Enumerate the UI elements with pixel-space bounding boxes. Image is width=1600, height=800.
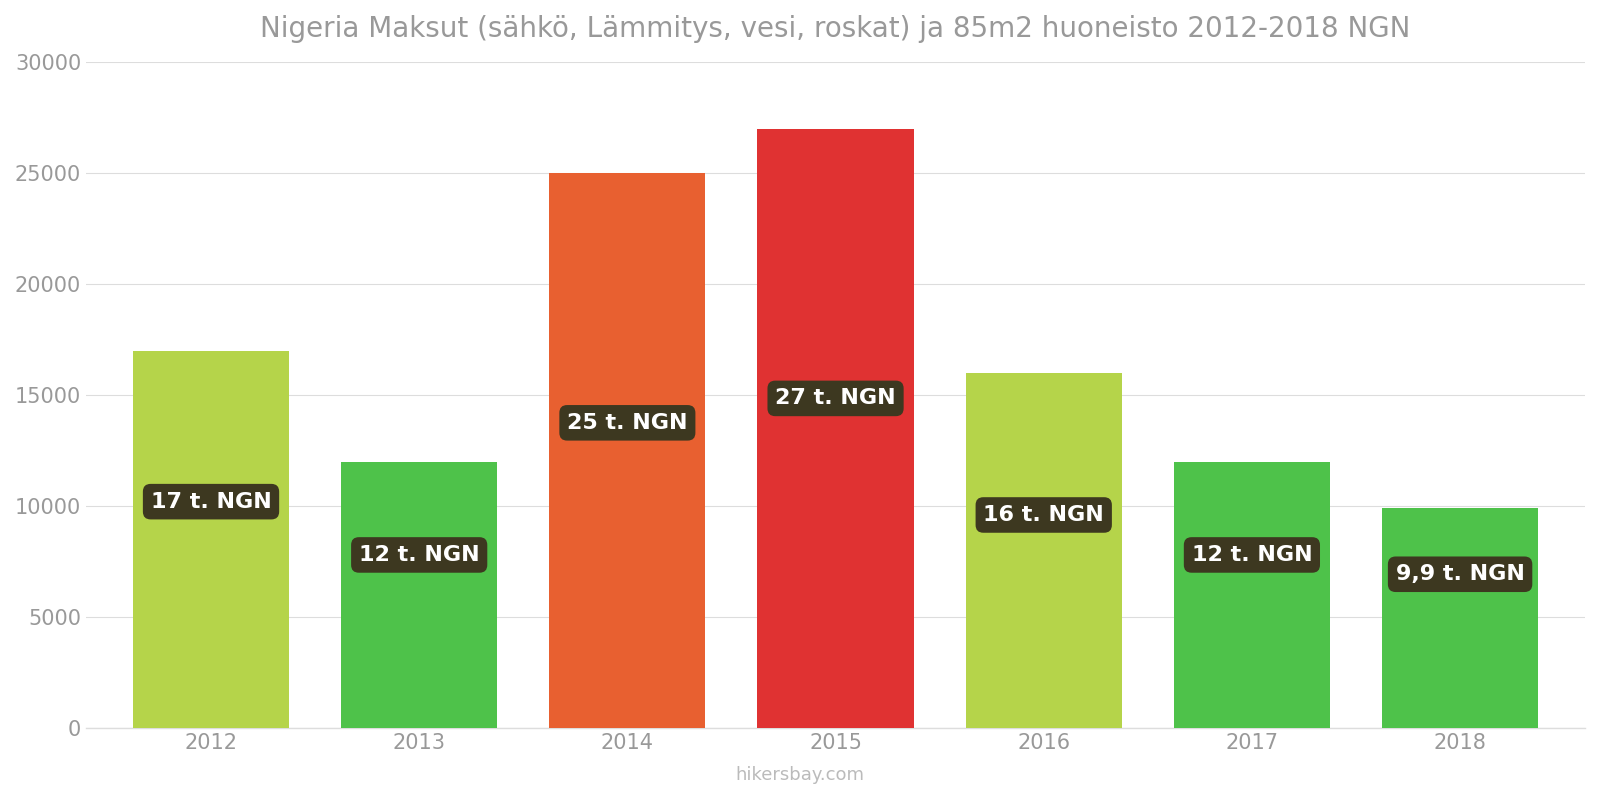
Text: 27 t. NGN: 27 t. NGN [776, 389, 896, 409]
Bar [1174, 462, 1330, 728]
Bar [757, 129, 914, 728]
Text: 12 t. NGN: 12 t. NGN [1192, 545, 1312, 565]
Text: 16 t. NGN: 16 t. NGN [984, 505, 1104, 525]
Text: 25 t. NGN: 25 t. NGN [566, 413, 688, 433]
Bar [549, 173, 706, 728]
Bar [133, 350, 290, 728]
Bar [1382, 508, 1538, 728]
Text: hikersbay.com: hikersbay.com [736, 766, 864, 784]
Text: 12 t. NGN: 12 t. NGN [358, 545, 480, 565]
Title: Nigeria Maksut (sähkö, Lämmitys, vesi, roskat) ja 85m2 huoneisto 2012-2018 NGN: Nigeria Maksut (sähkö, Lämmitys, vesi, r… [261, 15, 1411, 43]
Bar [966, 373, 1122, 728]
Bar [341, 462, 498, 728]
Text: 9,9 t. NGN: 9,9 t. NGN [1395, 564, 1525, 584]
Text: 17 t. NGN: 17 t. NGN [150, 492, 272, 512]
